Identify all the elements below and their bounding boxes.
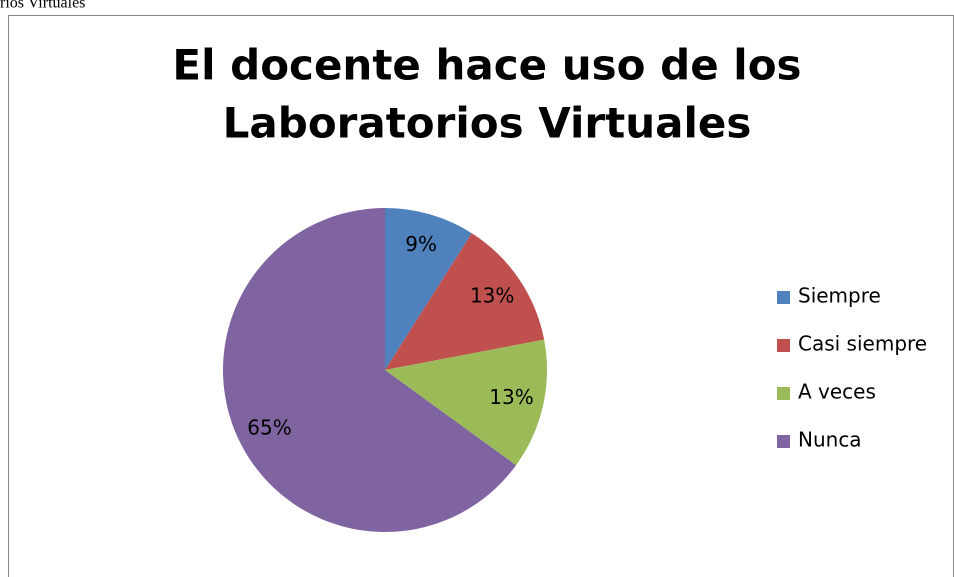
pie-slice: [223, 208, 517, 532]
legend-swatch: [777, 387, 790, 400]
legend-label: Casi siempre: [798, 332, 927, 356]
legend-swatch: [777, 291, 790, 304]
pie-slice: [385, 208, 472, 370]
caption: rios Virtuales: [0, 0, 85, 12]
legend-label: Nunca: [798, 428, 862, 452]
chart-title: Laboratorios Virtuales: [223, 99, 752, 148]
pie-slice: [385, 233, 545, 370]
legend-swatch: [777, 435, 790, 448]
data-label: 13%: [470, 284, 514, 308]
legend-swatch: [777, 339, 790, 352]
data-label: 13%: [489, 385, 533, 409]
chart-title: El docente hace uso de los: [172, 41, 801, 90]
legend-label: A veces: [798, 380, 876, 404]
data-label: 65%: [247, 415, 291, 439]
legend-label: Siempre: [798, 284, 881, 308]
data-label: 9%: [405, 232, 437, 256]
pie-slice: [385, 339, 548, 466]
